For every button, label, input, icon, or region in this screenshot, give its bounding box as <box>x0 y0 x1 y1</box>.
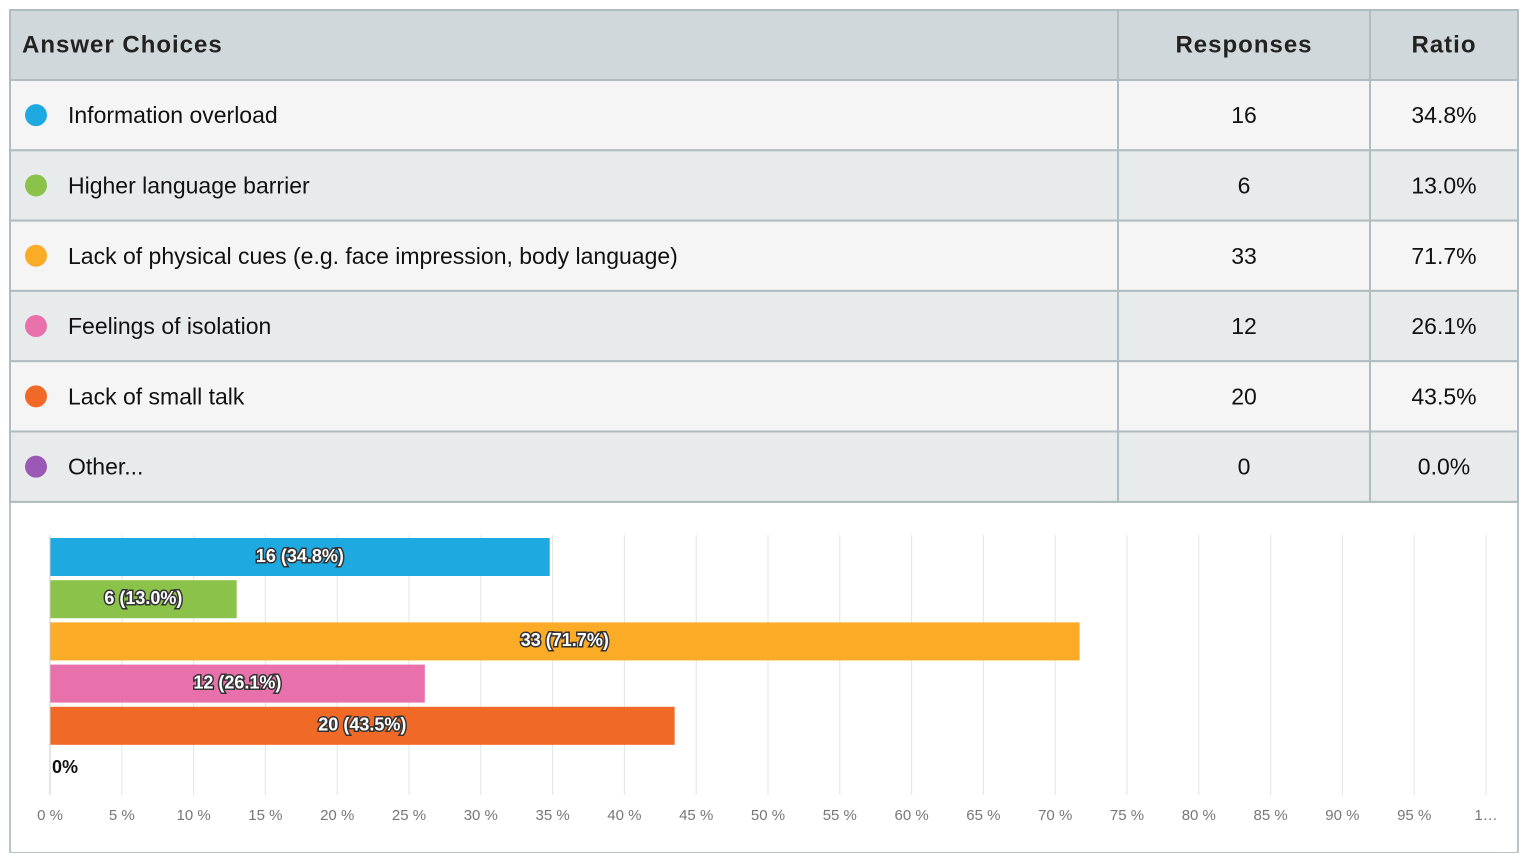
ratio: 43.5% <box>1411 383 1476 409</box>
ratio: 34.8% <box>1411 102 1476 128</box>
x-tick-label: 50 % <box>751 807 785 824</box>
answer-label: Other... <box>68 454 143 480</box>
header-cell: Answer Choices <box>22 31 223 58</box>
x-tick-label: 95 % <box>1397 807 1431 824</box>
value-label: 6 (13.0%) <box>104 588 182 608</box>
table-row <box>9 289 1519 363</box>
x-tick-label: 40 % <box>607 807 641 824</box>
x-tick-label: 60 % <box>894 807 928 824</box>
x-tick-label: 0 % <box>37 807 63 824</box>
color-dot <box>25 455 47 478</box>
responses: 0 <box>1238 454 1251 480</box>
bar <box>50 622 1080 661</box>
table-row <box>9 430 1519 503</box>
x-tick-label: 90 % <box>1325 807 1359 824</box>
ratio: 71.7% <box>1411 243 1476 269</box>
x-tick-label: 85 % <box>1253 807 1287 824</box>
ratio: 13.0% <box>1411 173 1476 199</box>
x-tick-label: 15 % <box>248 807 282 824</box>
x-tick-label: 30 % <box>464 807 498 824</box>
answer-label: Feelings of isolation <box>68 313 271 339</box>
value-label: 12 (26.1%) <box>193 672 281 692</box>
value-label: 20 (43.5%) <box>318 715 406 735</box>
x-tick-label: 65 % <box>966 807 1000 824</box>
responses: 16 <box>1231 102 1257 128</box>
x-tick-label: 35 % <box>535 807 569 824</box>
x-tick-label: 75 % <box>1110 807 1144 824</box>
bar <box>50 580 237 619</box>
table-header <box>9 9 1519 81</box>
header-cell: Ratio <box>1412 31 1477 58</box>
x-tick-label: 70 % <box>1038 807 1072 824</box>
bar <box>50 706 675 745</box>
bar <box>50 538 550 576</box>
x-tick-label: 10 % <box>176 807 210 824</box>
responses: 33 <box>1231 243 1257 269</box>
color-dot <box>25 174 47 197</box>
bar <box>50 664 425 703</box>
ratio: 0.0% <box>1418 454 1470 480</box>
color-dot <box>25 315 47 338</box>
responses: 6 <box>1238 173 1251 199</box>
x-tick-label: 25 % <box>392 807 426 824</box>
x-tick-label: 45 % <box>679 807 713 824</box>
color-dot <box>25 385 47 408</box>
responses: 20 <box>1231 383 1257 409</box>
x-tick-label: 55 % <box>823 807 857 824</box>
x-tick-label: 20 % <box>320 807 354 824</box>
value-label: 16 (34.8%) <box>256 546 344 566</box>
x-tick-label: 1… <box>1474 807 1497 824</box>
table-row <box>9 79 1519 152</box>
header-cell: Responses <box>1175 31 1312 58</box>
answer-label: Higher language barrier <box>68 173 310 199</box>
x-tick-label: 80 % <box>1182 807 1216 824</box>
x-tick-label: 5 % <box>109 807 135 824</box>
ratio: 26.1% <box>1411 313 1476 339</box>
responses: 12 <box>1231 313 1257 339</box>
color-dot <box>25 244 47 267</box>
answer-label: Lack of physical cues (e.g. face impress… <box>68 243 678 269</box>
table-row <box>9 149 1519 222</box>
color-dot <box>25 104 47 127</box>
answer-label: Lack of small talk <box>68 383 245 409</box>
answer-label: Information overload <box>68 102 278 128</box>
value-label: 0% <box>52 757 78 777</box>
value-label: 33 (71.7%) <box>521 630 609 650</box>
